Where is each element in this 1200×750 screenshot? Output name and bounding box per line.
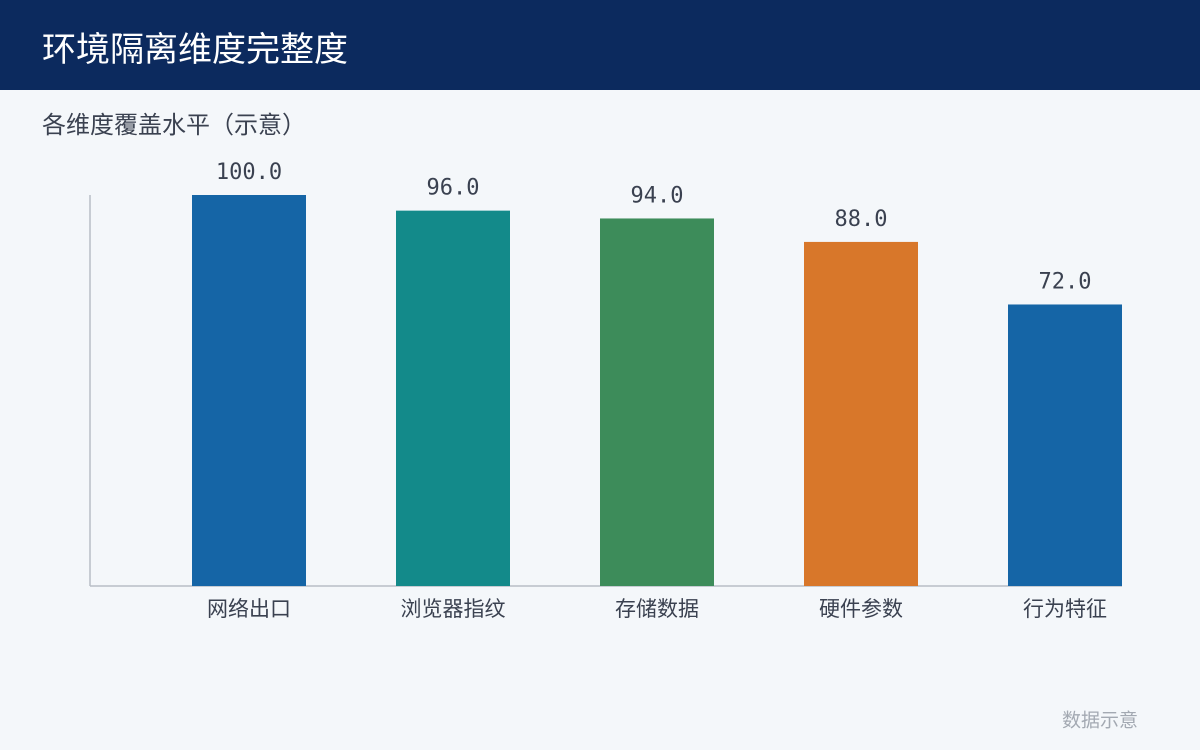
value-label: 96.0 [427,176,480,201]
header: 环境隔离维度完整度 [0,0,1200,90]
bar [600,218,714,586]
value-label: 94.0 [631,183,684,208]
bar [192,195,306,586]
x-tick-label: 浏览器指纹 [401,597,506,621]
x-tick-label: 存储数据 [615,597,699,621]
x-tick-label: 行为特征 [1023,597,1107,621]
bar [1008,304,1122,586]
value-label: 88.0 [835,207,888,232]
bar [396,210,510,586]
footer-note: 数据示意 [1062,710,1138,732]
x-tick-label: 硬件参数 [819,597,903,621]
value-label: 100.0 [216,160,282,185]
page-title: 环境隔离维度完整度 [42,30,348,70]
value-label: 72.0 [1039,269,1092,294]
x-tick-label: 网络出口 [207,597,291,621]
bar [804,241,918,587]
chart-title: 各维度覆盖水平（示意） [42,111,306,139]
